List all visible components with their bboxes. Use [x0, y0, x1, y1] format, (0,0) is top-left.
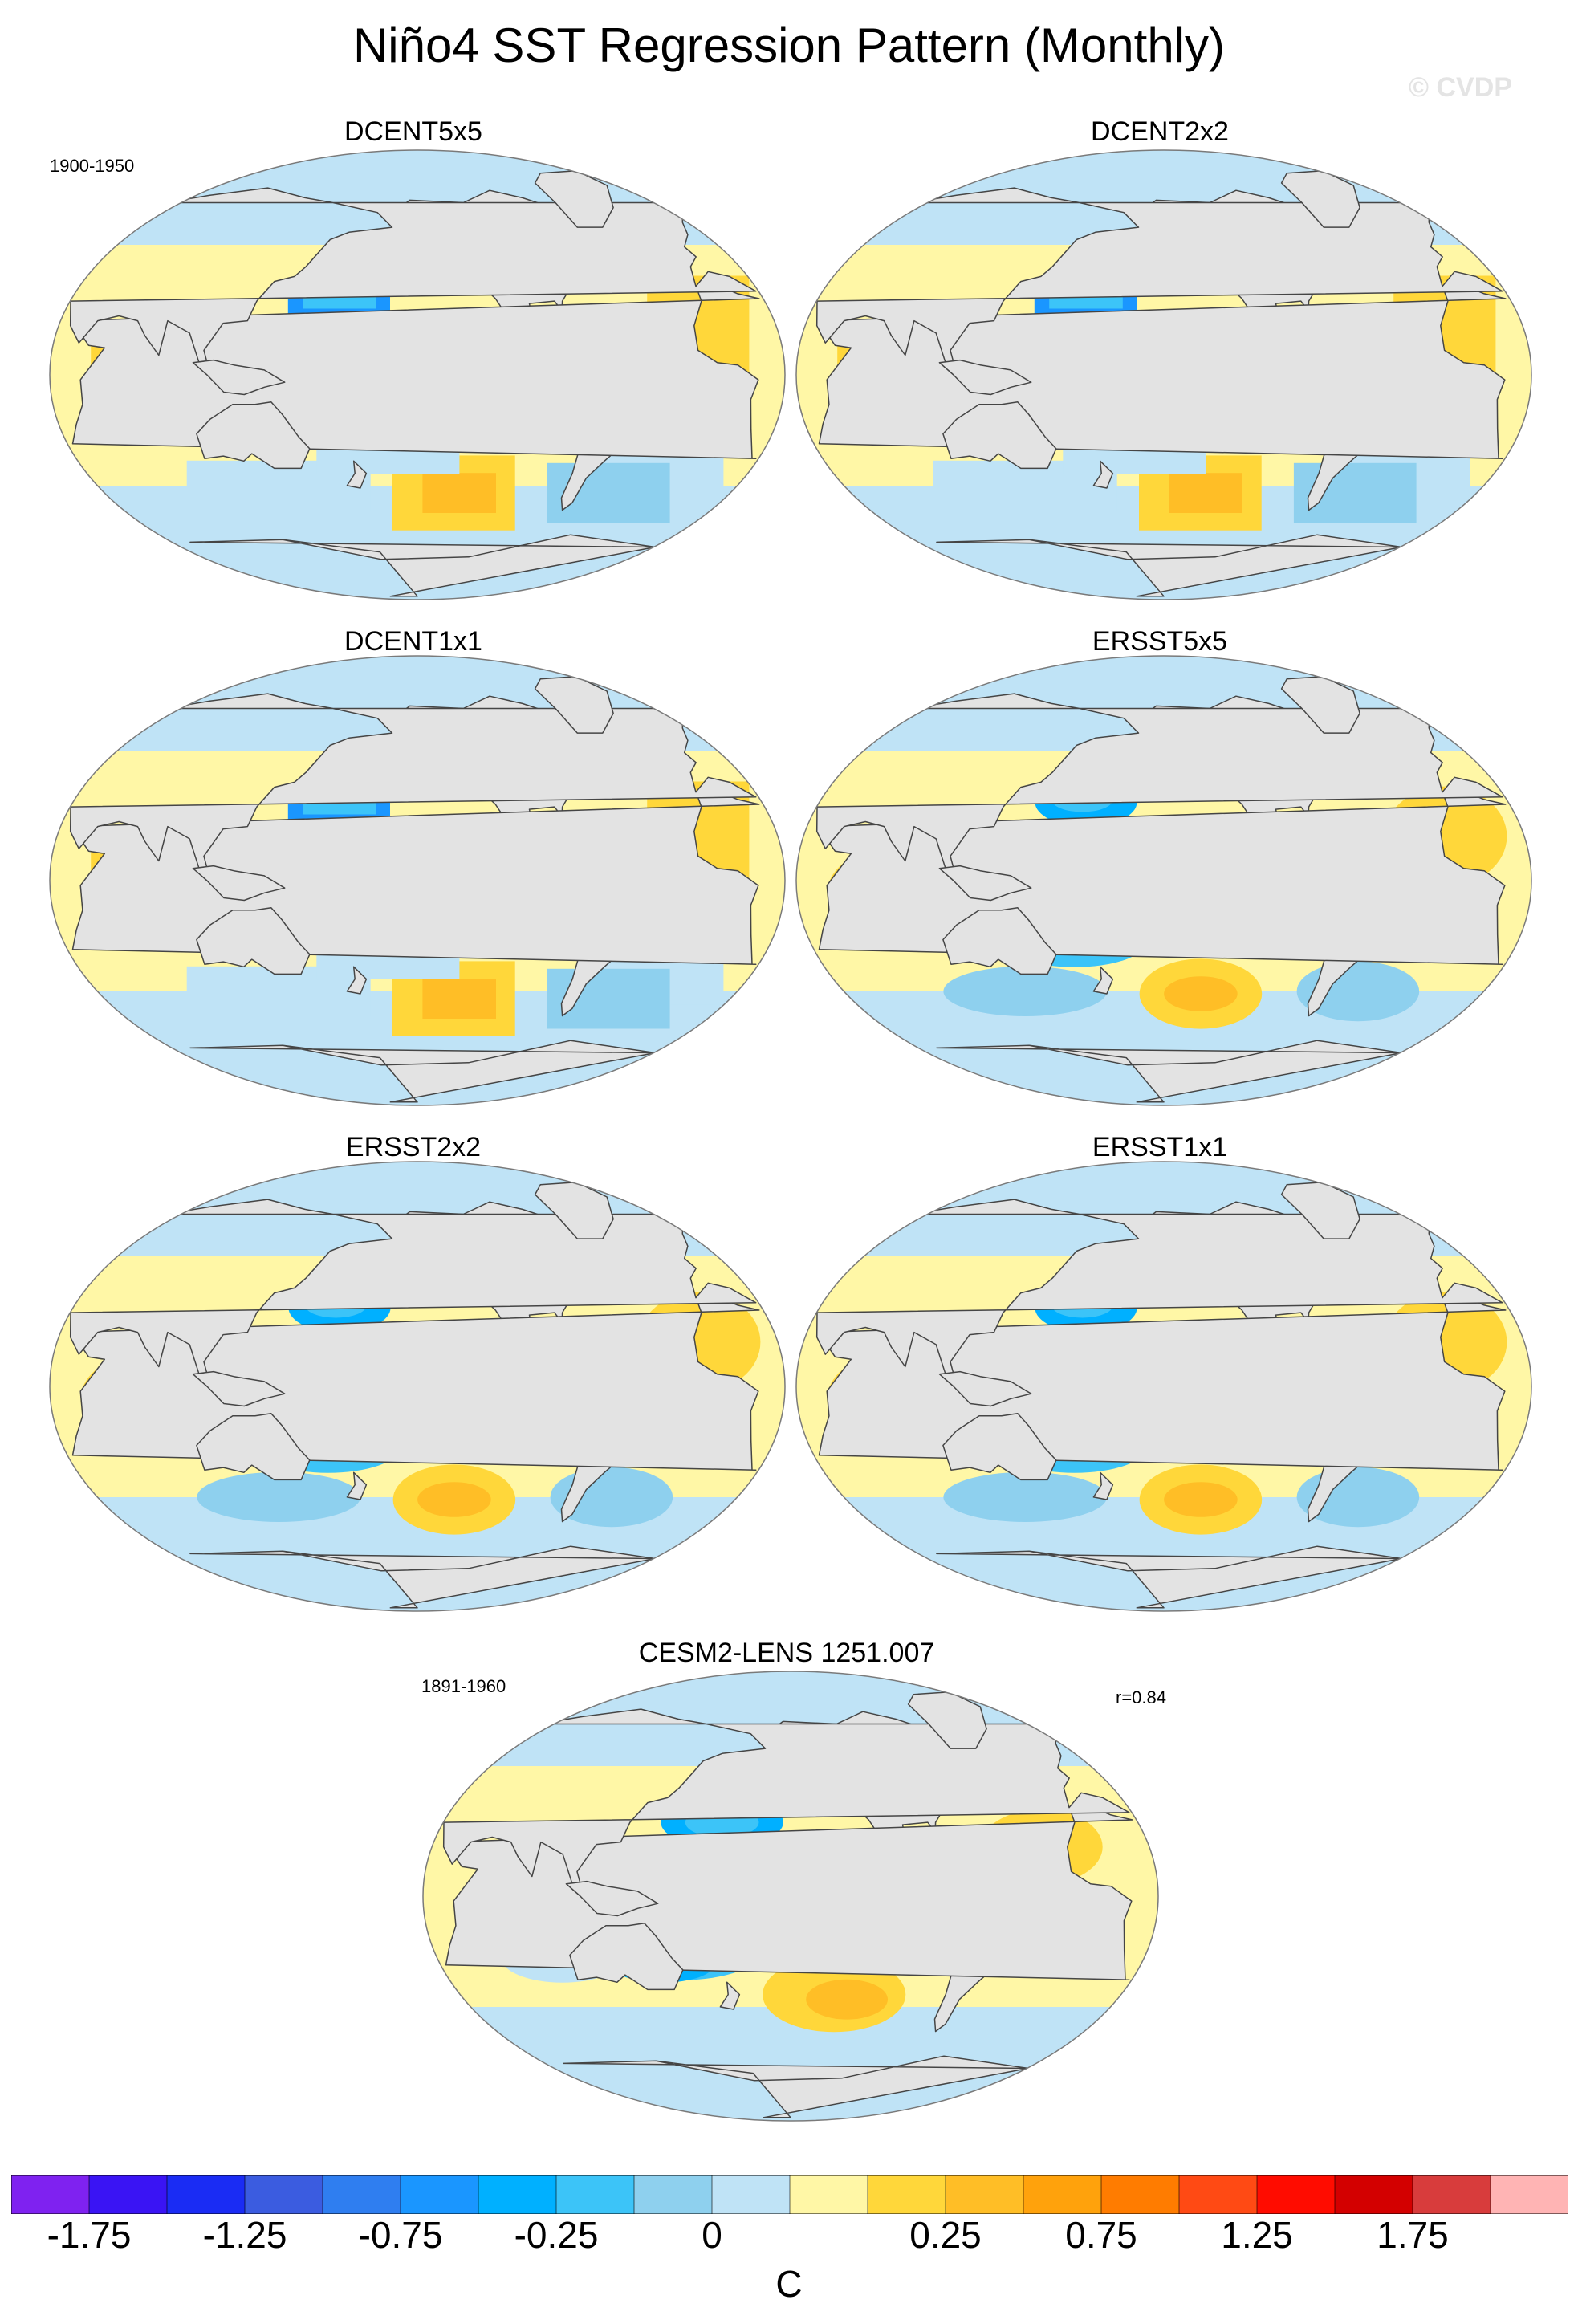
colorbar-cell — [244, 2175, 323, 2214]
colorbar-cell — [1178, 2175, 1258, 2214]
period-label-obs: 1900-1950 — [50, 156, 135, 176]
map-cesm2-lens — [422, 1671, 1159, 2122]
colorbar-tick-label: -0.25 — [514, 2214, 599, 2256]
period-label-model: 1891-1960 — [421, 1676, 506, 1696]
landmass-newzealand — [1092, 1471, 1114, 1500]
map-frame — [795, 1161, 1532, 1612]
map-dcent1x1 — [49, 655, 786, 1106]
map-dcent2x2 — [795, 149, 1532, 600]
colorbar-tick-label: 1.75 — [1377, 2214, 1449, 2256]
anomaly-gridbox — [422, 473, 496, 513]
colorbar-tick-label: -1.75 — [47, 2214, 132, 2256]
landmass-australia — [942, 1412, 1057, 1481]
landmass-australia — [196, 401, 311, 470]
colorbar-cell — [166, 2175, 246, 2214]
map-frame — [49, 1161, 786, 1612]
panel-title-ersst1x1: ERSST1x1 — [1092, 1132, 1228, 1162]
anomaly-contour — [806, 1979, 888, 2020]
colorbar-cell — [1100, 2175, 1180, 2214]
colorbar-cell — [867, 2175, 946, 2214]
panel-title-dcent2x2: DCENT2x2 — [1091, 116, 1229, 147]
landmass-australia — [196, 1412, 311, 1481]
colorbar-tick-label: 0.75 — [1065, 2214, 1137, 2256]
landmass-eurasia — [442, 1708, 1130, 1892]
landmass-eurasia — [815, 693, 1503, 877]
map-ersst1x1 — [795, 1161, 1532, 1612]
anomaly-contour — [943, 966, 1107, 1016]
landmass-australia — [942, 906, 1057, 975]
map-frame — [795, 149, 1532, 600]
panel-title-cesm2-lens: CESM2-LENS 1251.007 — [638, 1638, 935, 1668]
landmass-indonesia — [192, 865, 286, 902]
colorbar-cell — [555, 2175, 635, 2214]
colorbar-cell — [633, 2175, 713, 2214]
anomaly-contour — [197, 1471, 360, 1522]
colorbar-cell — [1334, 2175, 1413, 2214]
colorbar-unit-label: C — [775, 2263, 803, 2305]
anomaly-contour — [1164, 1482, 1238, 1517]
landmass-indonesia — [192, 1370, 286, 1407]
panel-title-ersst2x2: ERSST2x2 — [345, 1132, 482, 1162]
figure-title: Niño4 SST Regression Pattern (Monthly) — [352, 18, 1226, 72]
colorbar-cell — [400, 2175, 479, 2214]
landmass-indonesia — [938, 1370, 1032, 1407]
landmass-eurasia — [815, 1199, 1503, 1382]
anomaly-contour — [1164, 976, 1238, 1011]
colorbar-cell — [478, 2175, 557, 2214]
colorbar-cell — [711, 2175, 791, 2214]
colorbar-cell — [1256, 2175, 1336, 2214]
landmass-newzealand — [346, 460, 368, 489]
landmass-newzealand — [346, 966, 368, 995]
map-ersst5x5 — [795, 655, 1532, 1106]
panel-title-ersst5x5: ERSST5x5 — [1092, 626, 1228, 657]
map-ersst2x2 — [49, 1161, 786, 1612]
panel-title-dcent1x1: DCENT1x1 — [344, 626, 482, 657]
landmass-australia — [942, 401, 1057, 470]
colorbar-tick-label: 1.25 — [1221, 2214, 1293, 2256]
colorbar-tick-label: 0.25 — [909, 2214, 982, 2256]
landmass-newzealand — [1092, 460, 1114, 489]
landmass-indonesia — [938, 865, 1032, 902]
colorbar — [11, 2175, 1568, 2214]
colorbar-tick-label: -0.75 — [358, 2214, 443, 2256]
colorbar-cell — [1023, 2175, 1102, 2214]
colorbar-cell — [945, 2175, 1024, 2214]
map-frame — [49, 149, 786, 600]
landmass-indonesia — [938, 359, 1032, 396]
map-frame — [422, 1671, 1159, 2122]
landmass-eurasia — [815, 187, 1503, 371]
landmass-australia — [569, 1922, 684, 1991]
map-dcent5x5 — [49, 149, 786, 600]
landmass-newzealand — [1092, 966, 1114, 995]
anomaly-gridbox — [1169, 473, 1242, 513]
landmass-eurasia — [69, 693, 757, 877]
colorbar-cell — [1412, 2175, 1491, 2214]
colorbar-cell — [1490, 2175, 1568, 2214]
map-frame — [795, 655, 1532, 1106]
map-frame — [49, 655, 786, 1106]
anomaly-contour — [417, 1482, 491, 1517]
landmass-indonesia — [192, 359, 286, 396]
panel-title-dcent5x5: DCENT5x5 — [344, 116, 482, 147]
colorbar-tick-label: 0 — [702, 2214, 722, 2256]
anomaly-gridbox — [422, 979, 496, 1019]
colorbar-cell — [11, 2175, 90, 2214]
landmass-eurasia — [69, 187, 757, 371]
colorbar-cell — [322, 2175, 401, 2214]
colorbar-cell — [88, 2175, 168, 2214]
landmass-newzealand — [346, 1471, 368, 1500]
colorbar-cell — [789, 2175, 868, 2214]
landmass-newzealand — [719, 1981, 741, 2010]
landmass-eurasia — [69, 1199, 757, 1382]
landmass-australia — [196, 906, 311, 975]
colorbar-tick-label: -1.25 — [202, 2214, 287, 2256]
anomaly-contour — [943, 1471, 1107, 1522]
pattern-correlation-label: r=0.84 — [1116, 1687, 1166, 1707]
cvdp-watermark: © CVDP — [1409, 72, 1512, 103]
landmass-indonesia — [565, 1880, 659, 1917]
